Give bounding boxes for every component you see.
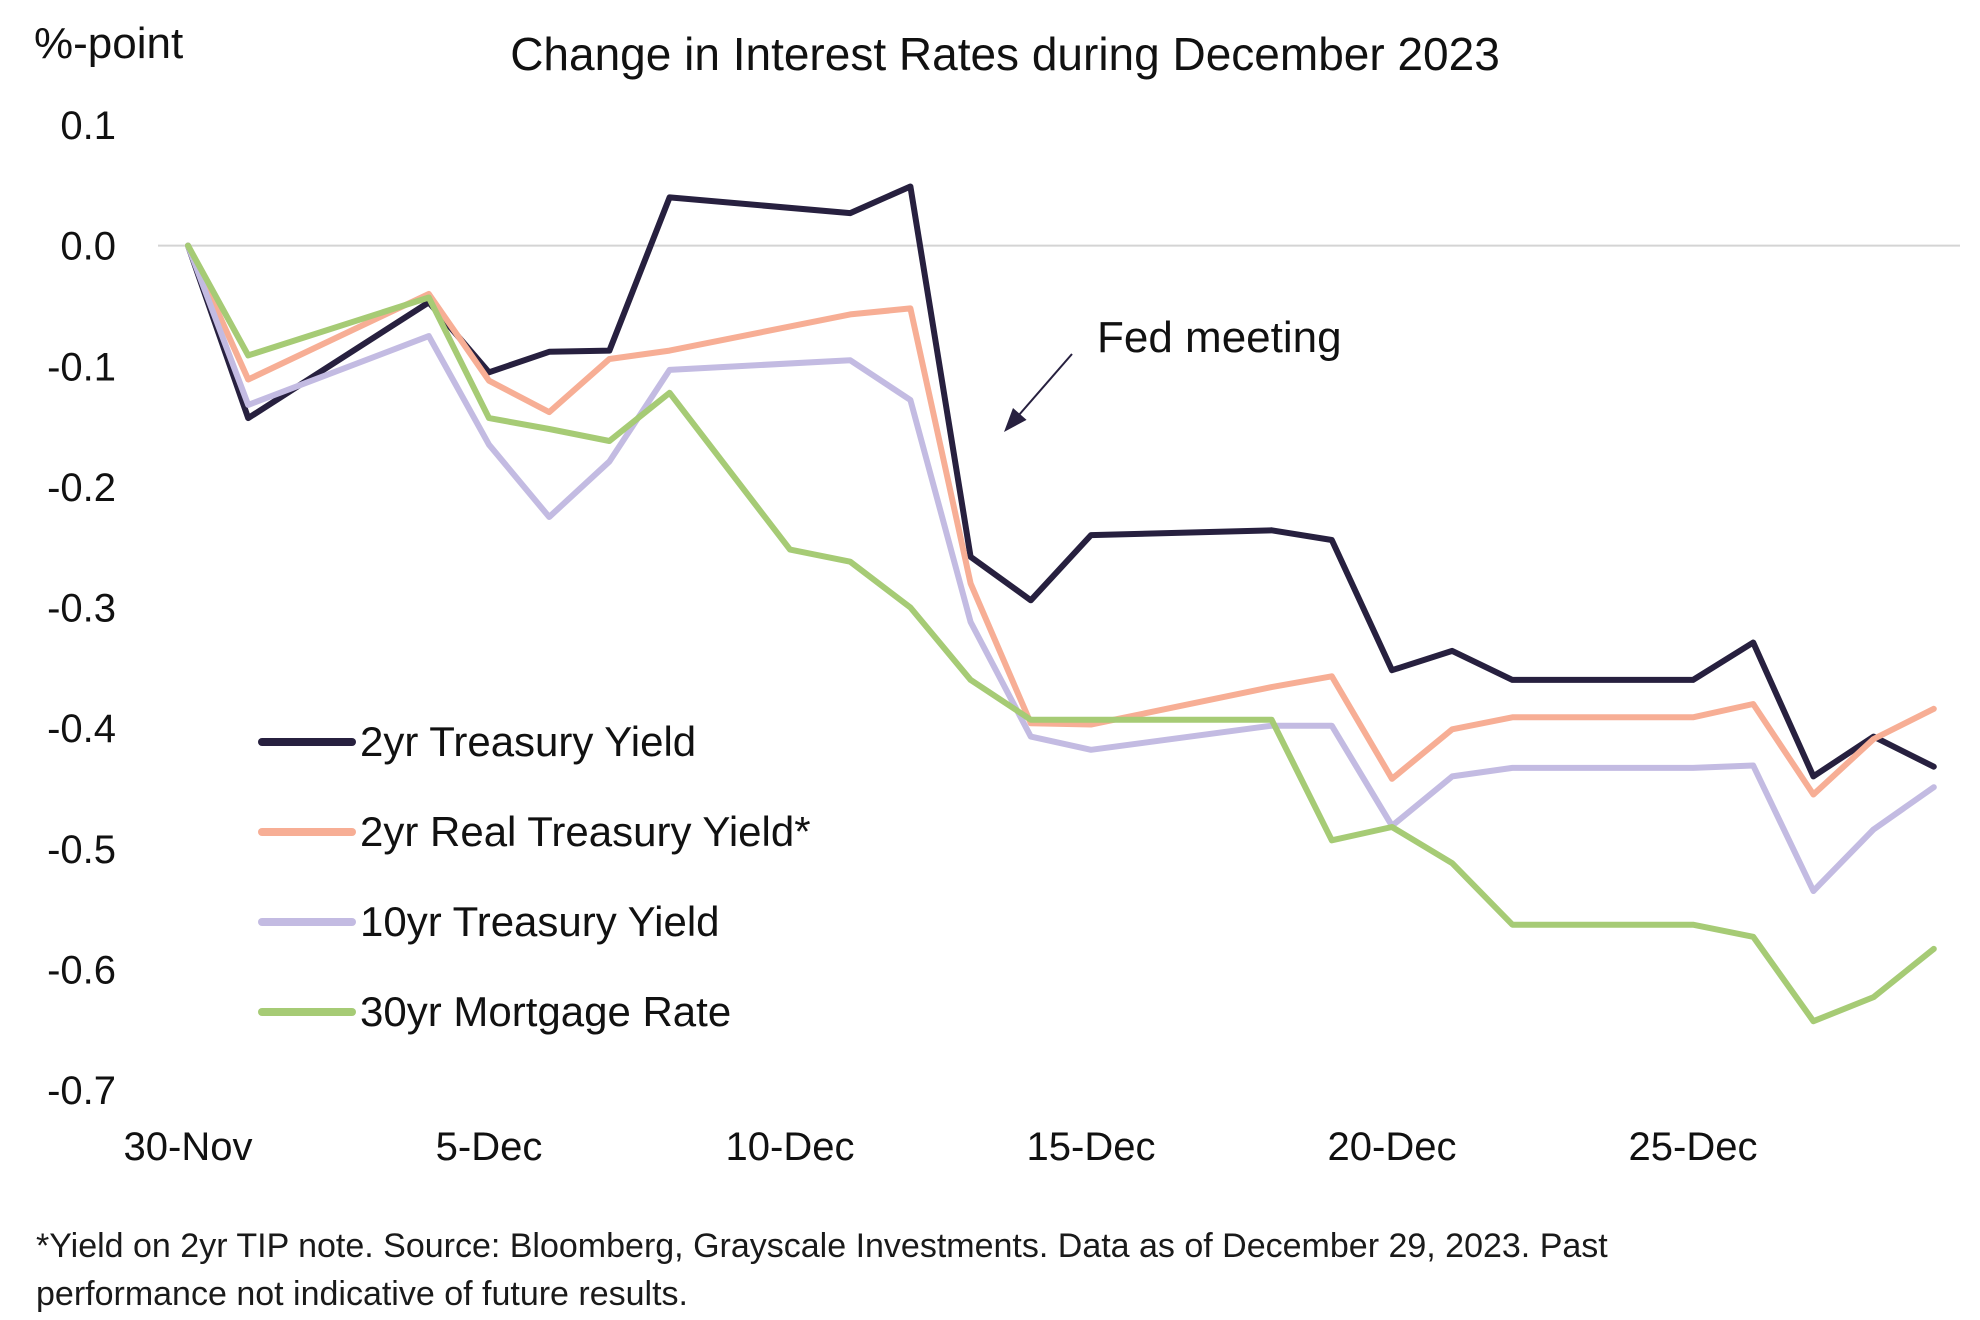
series-line	[185, 183, 1937, 780]
legend-label: 2yr Real Treasury Yield*	[360, 808, 811, 855]
annotation-text: Fed meeting	[1097, 313, 1342, 362]
annotation-arrow-head	[1004, 407, 1027, 432]
footnote-line-2: performance not indicative of future res…	[36, 1275, 688, 1313]
x-tick-label: 25-Dec	[1629, 1125, 1758, 1169]
y-tick-label: -0.3	[47, 587, 116, 631]
footnote: *Yield on 2yr TIP note. Source: Bloomber…	[36, 1222, 1936, 1318]
x-tick-label: 10-Dec	[726, 1125, 855, 1169]
series-line	[185, 242, 1937, 798]
series-line	[185, 242, 1937, 894]
x-tick-label: 30-Nov	[124, 1125, 253, 1169]
x-tick-label: 5-Dec	[436, 1125, 543, 1169]
legend-label: 10yr Treasury Yield	[360, 898, 720, 945]
y-axis-unit-label: %-point	[34, 19, 183, 68]
series-line	[185, 242, 1937, 1025]
legend-label: 30yr Mortgage Rate	[360, 988, 731, 1035]
y-tick-label: -0.2	[47, 466, 116, 510]
x-axis-tick-labels: 30-Nov 5-Dec 10-Dec 15-Dec 20-Dec 25-Dec	[124, 1125, 1758, 1169]
y-tick-label: -0.1	[47, 345, 116, 389]
y-tick-label: -0.6	[47, 948, 116, 992]
y-tick-label: -0.4	[47, 707, 116, 751]
footnote-line-1: *Yield on 2yr TIP note. Source: Bloomber…	[36, 1227, 1608, 1265]
chart-legend: 2yr Treasury Yield 2yr Real Treasury Yiel…	[258, 718, 811, 1035]
y-tick-label: -0.5	[47, 828, 116, 872]
y-tick-label: -0.7	[47, 1069, 116, 1113]
series-lines	[185, 183, 1937, 1025]
line-chart: Change in Interest Rates during December…	[34, 19, 1960, 1169]
fed-meeting-annotation: Fed meeting	[1004, 313, 1342, 432]
x-tick-label: 20-Dec	[1328, 1125, 1457, 1169]
x-tick-label: 15-Dec	[1027, 1125, 1156, 1169]
y-tick-label: 0.0	[60, 225, 116, 269]
annotation-arrow-line	[1011, 353, 1073, 424]
legend-label: 2yr Treasury Yield	[360, 718, 696, 765]
y-axis-tick-labels: 0.1 0.0 -0.1 -0.2 -0.3 -0.4 -0.5 -0.6 -0.7	[47, 104, 116, 1113]
y-tick-label: 0.1	[60, 104, 116, 148]
chart-title: Change in Interest Rates during December…	[510, 28, 1500, 80]
